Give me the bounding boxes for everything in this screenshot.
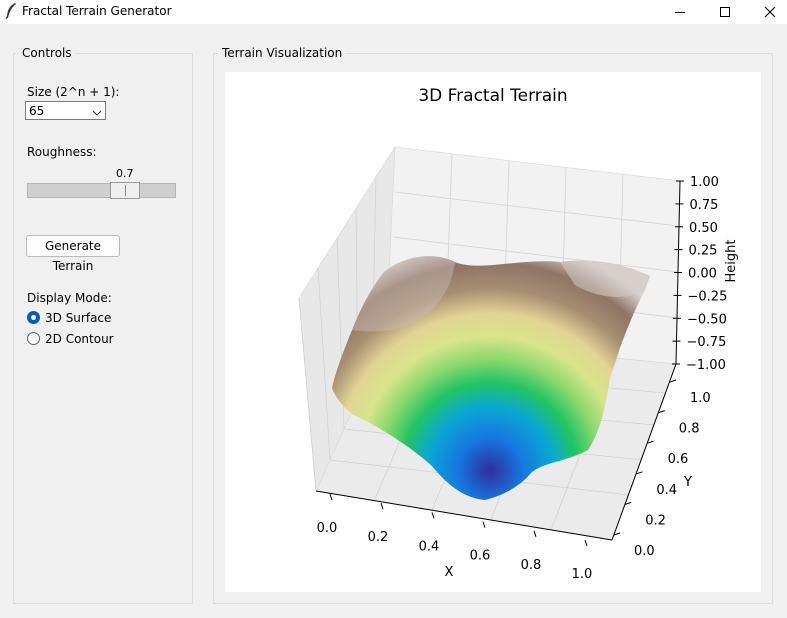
roughness-value: 0.7: [116, 167, 134, 180]
visualization-group: Terrain Visualization: [213, 46, 773, 604]
terrain-highlight-right: [560, 260, 650, 297]
terrain-3d-plot: 3D Fractal Terrain Height X Y 1.00 0.75 0.…: [298, 86, 739, 582]
y-tick-mark: [613, 532, 621, 536]
y-axis-line: [611, 363, 677, 541]
size-select[interactable]: 65: [25, 101, 106, 120]
y-tick-mark: [636, 471, 643, 475]
radio-3d-surface[interactable]: [27, 311, 40, 324]
y-tick-label: 1.0: [690, 391, 711, 406]
z-axis-label: Height: [724, 240, 739, 283]
x-tick-mark: [329, 493, 333, 501]
x-tick-label: 0.6: [470, 549, 491, 564]
window-title: Fractal Terrain Generator: [22, 4, 172, 18]
size-label: Size (2^n + 1):: [27, 85, 120, 99]
controls-group-title: Controls: [19, 46, 75, 60]
feather-icon: [4, 2, 18, 20]
x-axis-label: X: [445, 565, 454, 580]
z-tick-label: 0.75: [690, 198, 719, 213]
x-tick-mark: [431, 512, 435, 519]
z-tick-label: 0.50: [689, 221, 718, 236]
roughness-label: Roughness:: [27, 145, 97, 159]
chart-title: 3D Fractal Terrain: [418, 86, 567, 106]
z-tick-label: 0.00: [688, 267, 717, 282]
x-tick-label: 0.2: [368, 530, 389, 545]
x-tick-label: 1.0: [572, 567, 593, 582]
y-axis-label: Y: [683, 475, 692, 490]
x-tick-mark: [584, 539, 588, 547]
radio-3d-surface-label[interactable]: 3D Surface: [45, 311, 112, 325]
radio-2d-contour-label[interactable]: 2D Contour: [45, 332, 114, 346]
terrain-highlight-left: [352, 256, 455, 332]
close-button[interactable]: [747, 0, 787, 24]
x-tick-label: 0.0: [317, 521, 338, 536]
z-tick-label: −1.00: [686, 358, 726, 373]
y-tick-mark: [669, 379, 677, 383]
x-tick-mark: [482, 521, 486, 528]
x-tick-label: 0.4: [419, 539, 440, 554]
title-bar: Fractal Terrain Generator: [0, 0, 787, 24]
chevron-down-icon: [92, 106, 102, 120]
y-tick-mark: [647, 440, 654, 444]
controls-group: Controls: [13, 46, 193, 604]
visualization-group-title: Terrain Visualization: [219, 46, 346, 60]
z-tick-label: 1.00: [690, 175, 719, 190]
axis-ticks: 1.00 0.75 0.50 0.25 0.00 −0.25 −0.50 −0.75 −1.00…: [317, 175, 728, 582]
terrain-surface: [332, 256, 650, 500]
roughness-slider-track[interactable]: [27, 183, 176, 198]
display-mode-label: Display Mode:: [27, 291, 112, 305]
close-icon: [764, 6, 776, 18]
y-tick-label: 0.2: [645, 513, 666, 528]
z-tick-label: −0.25: [688, 289, 728, 304]
y-tick-mark: [658, 410, 665, 414]
x-tick-mark: [533, 530, 537, 537]
z-tick-label: −0.75: [687, 335, 727, 350]
size-select-value: 65: [29, 104, 45, 118]
y-tick-label: 0.8: [679, 422, 700, 437]
x-tick-mark: [380, 503, 384, 510]
plot-canvas[interactable]: 3D Fractal Terrain Height X Y 1.00 0.75 0.…: [225, 72, 761, 592]
maximize-button[interactable]: [702, 0, 748, 24]
x-tick-label: 0.8: [521, 558, 542, 573]
generate-terrain-button[interactable]: Generate Terrain: [26, 235, 120, 273]
maximize-icon: [719, 6, 731, 18]
y-tick-mark: [625, 501, 632, 505]
minimize-button[interactable]: [657, 0, 703, 24]
radio-2d-contour[interactable]: [27, 332, 40, 345]
minimize-icon: [674, 6, 686, 18]
y-tick-label: 0.4: [656, 483, 677, 498]
x-axis-line: [315, 490, 613, 541]
y-tick-label: 0.6: [668, 452, 689, 467]
y-tick-label: 0.0: [634, 544, 655, 559]
z-tick-label: 0.25: [689, 244, 718, 259]
roughness-slider-thumb[interactable]: [110, 182, 140, 199]
z-tick-label: −0.50: [687, 312, 727, 327]
